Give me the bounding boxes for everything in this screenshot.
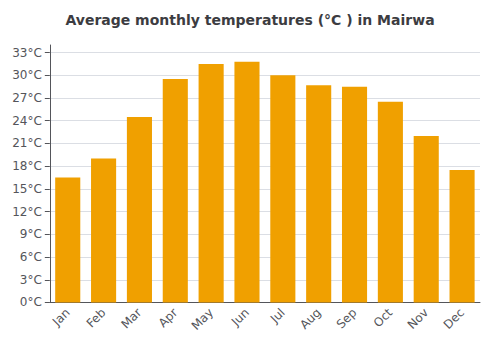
svg-text:18°C: 18°C xyxy=(12,159,42,173)
svg-text:27°C: 27°C xyxy=(12,91,42,105)
svg-text:Apr: Apr xyxy=(156,305,181,330)
svg-text:3°C: 3°C xyxy=(20,273,42,287)
svg-text:6°C: 6°C xyxy=(20,250,42,264)
svg-text:9°C: 9°C xyxy=(20,227,42,241)
svg-text:May: May xyxy=(189,306,216,333)
svg-text:30°C: 30°C xyxy=(12,68,42,82)
svg-text:Feb: Feb xyxy=(84,306,109,331)
svg-text:Dec: Dec xyxy=(441,306,467,332)
svg-text:Jan: Jan xyxy=(49,306,73,330)
svg-text:33°C: 33°C xyxy=(12,46,42,60)
svg-text:Aug: Aug xyxy=(297,306,323,332)
svg-text:Jul: Jul xyxy=(267,306,288,327)
svg-text:24°C: 24°C xyxy=(12,114,42,128)
svg-text:Mar: Mar xyxy=(118,305,144,331)
svg-text:Nov: Nov xyxy=(405,306,431,332)
svg-text:Oct: Oct xyxy=(371,305,396,330)
svg-text:Sep: Sep xyxy=(334,306,360,332)
svg-text:15°C: 15°C xyxy=(12,182,42,196)
svg-text:12°C: 12°C xyxy=(12,205,42,219)
svg-text:0°C: 0°C xyxy=(20,295,42,309)
svg-text:Average monthly temperatures (: Average monthly temperatures (°C ) in Ma… xyxy=(65,12,434,28)
svg-text:21°C: 21°C xyxy=(12,136,42,150)
svg-text:Jun: Jun xyxy=(228,306,252,330)
